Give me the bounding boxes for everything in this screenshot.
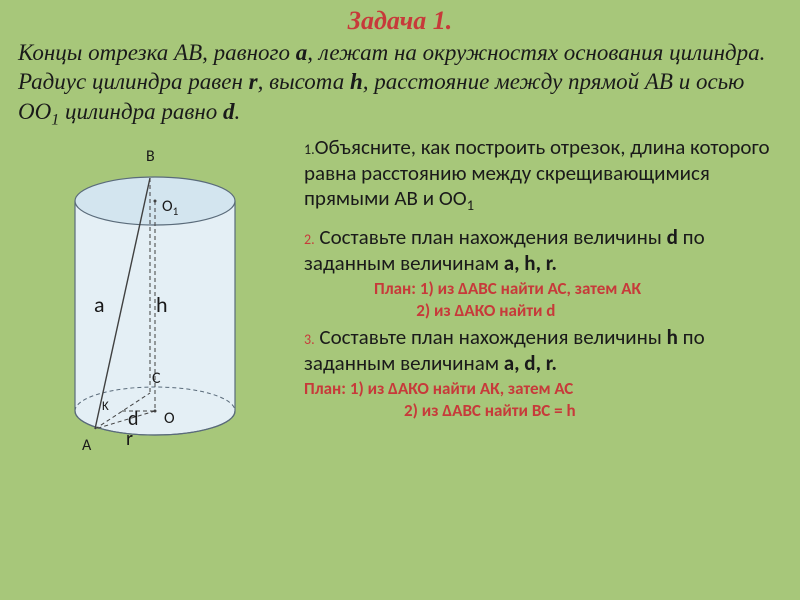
problem-statement: Концы отрезка АВ, равного а, лежат на ок…: [0, 38, 800, 131]
label-h: h: [156, 291, 168, 318]
label-a: a: [94, 291, 105, 318]
plan-2-line1: План: 1) из ∆АКО найти АК, затем АС: [304, 379, 790, 399]
plan-1-line2: 2) из ∆АКО найти d: [374, 301, 790, 321]
label-r: r: [126, 427, 133, 451]
plan-1-line1: План: 1) из ∆АВС найти АС, затем АК: [374, 279, 790, 299]
question-1: 1.Объясните, как построить отрезок, длин…: [304, 135, 790, 215]
label-O: O: [164, 409, 175, 428]
question-2: 2. Составьте план нахождения величины d …: [304, 225, 790, 276]
label-C: C: [152, 369, 161, 388]
label-B: B: [146, 147, 155, 166]
question-3: 3. Составьте план нахождения величины h …: [304, 325, 790, 376]
cylinder-diagram: B O1 a h C K d O r A: [40, 141, 270, 491]
problem-title: Задача 1.: [0, 0, 800, 36]
label-A: A: [82, 436, 91, 455]
label-O1: O1: [162, 197, 178, 219]
diagram-panel: B O1 a h C K d O r A: [10, 131, 300, 531]
questions-panel: 1.Объясните, как построить отрезок, длин…: [300, 131, 790, 531]
plan-2-line2: 2) из ∆АВС найти ВС = h: [404, 401, 790, 421]
label-K: K: [102, 399, 109, 414]
